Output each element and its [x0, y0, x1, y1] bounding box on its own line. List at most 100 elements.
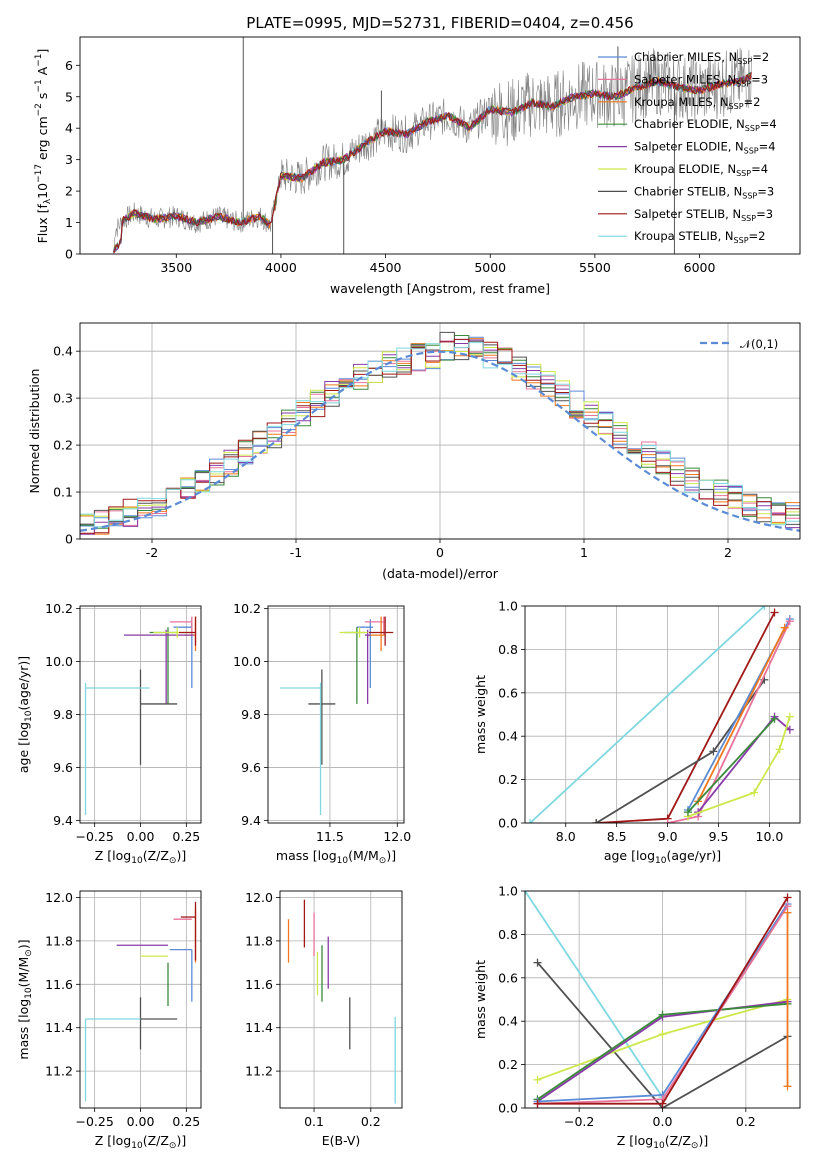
y-tick-label: 9.8: [53, 707, 73, 722]
weight-line-6: [595, 679, 766, 823]
y-tick-label: 10.0: [45, 654, 73, 669]
label-part: )]: [698, 1133, 708, 1148]
legend-sub: SSP: [745, 124, 760, 133]
label-part: λ: [43, 198, 53, 204]
label-part: age [log: [16, 722, 31, 773]
legend-tail: =2: [744, 95, 761, 109]
legend-tail: =3: [757, 184, 774, 198]
plot-area-weight_vs_Z: [525, 891, 792, 1108]
legend-tail: =4: [759, 140, 776, 154]
label-part: )]: [176, 1133, 186, 1148]
legend-entry: Chabrier STELIB, NSSP=3: [634, 184, 774, 200]
y-tick-label: 11.8: [245, 933, 273, 948]
y-tick-label: 11.4: [45, 1020, 73, 1035]
label-part: Flux [f: [35, 204, 50, 244]
panel-mass_vs_ebv: 0.1 0.2 11.2 11.4 11.6 11.8 12.0 E(B-V): [245, 890, 403, 1148]
x-tick-label: −0.2: [564, 1114, 594, 1129]
y-tick-label: 9.4: [241, 813, 261, 828]
panel-weight_vs_age: 8.0 8.5 9.0 9.5 10.0 0.0 0.2 0.4 0.6 0.8 1.0 age [l…: [473, 599, 801, 866]
label-part: (age/yr)]: [16, 656, 31, 711]
x-tick-label: 5000: [474, 260, 506, 275]
label-part: s: [35, 93, 50, 104]
legend-tail: =4: [751, 162, 768, 176]
legend-entry: Salpeter ELODIE, NSSP=4: [634, 140, 776, 156]
x-tick-label: 0.1: [304, 1114, 324, 1129]
x-tick-label: 0.25: [172, 1114, 200, 1129]
x-tick-label: 8.5: [607, 829, 627, 844]
y-tick-label: 0.3: [53, 391, 73, 406]
legend-sub: SSP: [734, 236, 749, 245]
histogram-7: [80, 338, 800, 534]
label-part: 10: [655, 856, 667, 866]
axes-frame: [524, 890, 801, 1109]
plot-area-spectrum: [113, 37, 752, 254]
x-tick-label: 0.2: [736, 1114, 756, 1129]
label-part: Z [log: [617, 1133, 653, 1148]
legend-text: Chabrier ELODIE, N: [634, 117, 745, 131]
y-tick-label: 0.4: [498, 729, 518, 744]
x-axis-label: wavelength [Angstrom, rest frame]: [330, 281, 550, 296]
label-part: ⊙: [379, 856, 387, 866]
y-tick-label: 6: [65, 58, 73, 73]
label-part: ⊙: [169, 856, 177, 866]
label-part: (Z/Z: [143, 848, 169, 863]
label-part: ⊙: [691, 1141, 699, 1151]
y-tick-label: 12.0: [245, 890, 273, 905]
legend-tail: =2: [749, 229, 766, 243]
label-part: −2: [34, 103, 44, 116]
x-tick-label: -2: [146, 545, 158, 560]
legend-text: Kroupa MILES, N: [634, 95, 729, 109]
axes-frame: [524, 605, 801, 824]
y-tick-label: 9.6: [53, 760, 73, 775]
legend-sub: SSP: [742, 191, 757, 200]
y-tick-label: 0.0: [498, 816, 518, 831]
x-tick-label: 5500: [579, 260, 611, 275]
plot-area-mass_vs_Z: [84, 901, 197, 1102]
x-axis-label: mass [log10(M/M⊙)]: [276, 848, 396, 866]
x-tick-label: −0.25: [76, 829, 114, 844]
legend-tail: =3: [756, 207, 773, 221]
label-part: (age/yr)]: [666, 848, 721, 863]
y-tick-label: 0.1: [53, 485, 73, 500]
label-part: ⊙: [24, 949, 34, 957]
y-tick-label: 0.4: [498, 1014, 518, 1029]
x-axis-label: Z [log10(Z/Z⊙)]: [95, 848, 186, 866]
x-tick-label: 0.2: [361, 1114, 381, 1129]
label-part: Z [log: [95, 1133, 131, 1148]
y-tick-label: 10.2: [45, 601, 73, 616]
y-axis-label: mass weight: [473, 675, 488, 754]
y-tick-label: 0: [65, 247, 73, 262]
weight-line-6: [536, 962, 788, 1108]
x-tick-label: 12.0: [383, 829, 411, 844]
legend-sub: SSP: [741, 214, 756, 223]
weight-line-8: [525, 891, 664, 1098]
label-part: ]: [35, 49, 50, 54]
label-part: 10: [24, 987, 34, 999]
y-tick-label: 0.4: [53, 344, 73, 359]
y-tick-label: 9.4: [53, 813, 73, 828]
label-part: −1: [34, 54, 44, 67]
x-tick-label: 4000: [265, 260, 297, 275]
panel-residual_hist: -2 -1 0 1 2 0 0.1 0.2 0.3 0.4 𝒩(0,1) (data-model)/e…: [27, 322, 801, 581]
x-tick-label: 10.0: [756, 829, 784, 844]
axes-frame: [267, 605, 405, 824]
legend-entry: Kroupa ELODIE, NSSP=4: [634, 162, 768, 178]
y-tick-label: 2: [65, 184, 73, 199]
y-tick-label: 0.6: [498, 685, 518, 700]
x-axis-label: Z [log10(Z/Z⊙)]: [95, 1133, 186, 1151]
y-axis-label: Flux [fλ10−17 erg cm−2 s−1 A−1]: [34, 49, 53, 244]
label-part: mass [log: [16, 999, 31, 1060]
label-part: (M/M: [16, 957, 31, 988]
y-axis-label: age [log10(age/yr)]: [16, 656, 34, 773]
x-tick-label: 0: [436, 545, 444, 560]
legend-entry: Salpeter MILES, NSSP=3: [634, 72, 768, 88]
x-tick-label: 0.00: [127, 829, 155, 844]
y-tick-label: 10.0: [233, 654, 261, 669]
y-tick-label: 12.0: [45, 890, 73, 905]
label-part: 10: [131, 1141, 143, 1151]
legend-entry: Salpeter STELIB, NSSP=3: [634, 207, 773, 223]
y-tick-label: 11.6: [245, 977, 273, 992]
label-part: 10: [35, 183, 50, 199]
